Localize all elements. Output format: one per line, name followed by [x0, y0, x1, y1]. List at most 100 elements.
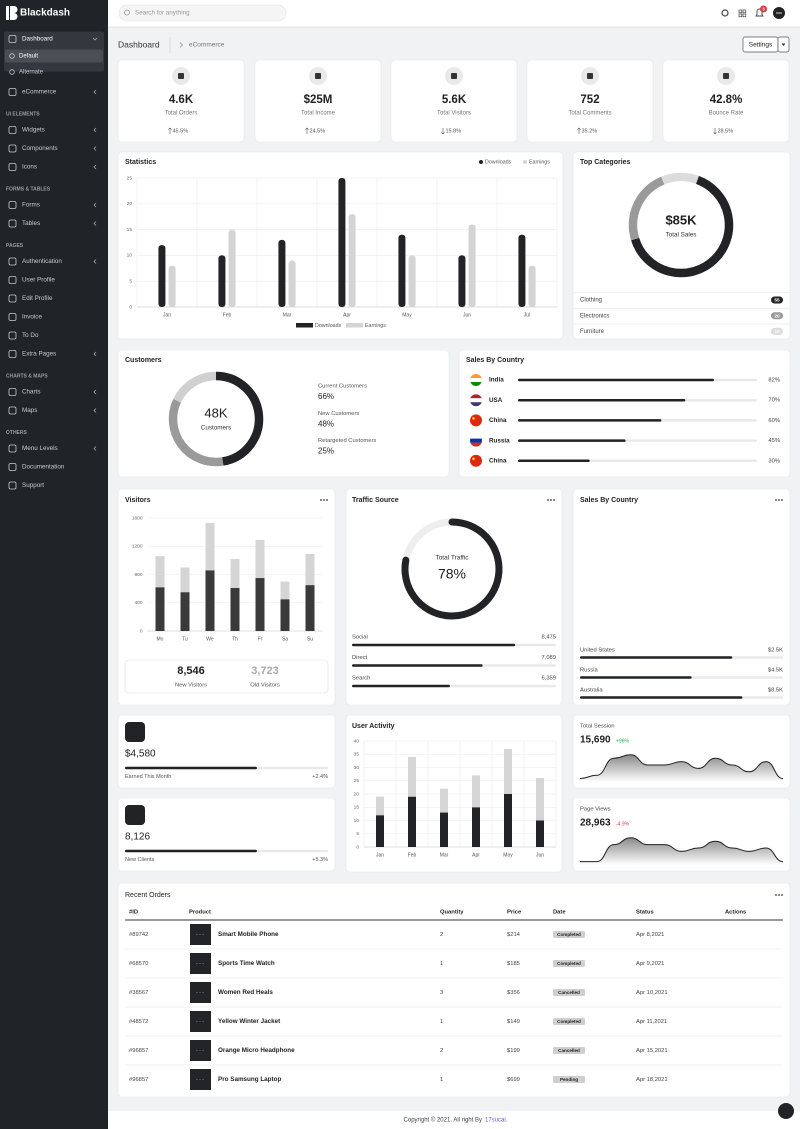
product-name: Pro Samsung Laptop	[218, 1076, 281, 1083]
sidebar-item[interactable]: To Do	[8, 331, 39, 340]
sales-country-card: Sales By Country India 82% USA 70% China 60% Ru…	[458, 349, 791, 478]
bar	[218, 255, 226, 307]
donut-segment	[631, 175, 734, 278]
fab[interactable]	[778, 1103, 794, 1119]
country-name: USA	[489, 397, 503, 404]
sidebar-item[interactable]: Edit Profile	[8, 294, 53, 303]
order-date: Apr 9,2021	[636, 961, 664, 967]
sidebar-item[interactable]: Charts	[8, 388, 97, 396]
sidebar-item[interactable]: Forms	[8, 201, 97, 209]
sidebar-item[interactable]: Maps	[8, 406, 97, 415]
kpi-change: +5.3%	[312, 857, 328, 863]
sidebar-label: Icons	[22, 164, 37, 171]
card-bg	[117, 714, 336, 789]
more-menu[interactable]	[547, 499, 555, 501]
donut-segment	[168, 398, 224, 467]
more-menu[interactable]	[775, 894, 783, 896]
card-bg	[117, 59, 245, 143]
item-icon	[8, 350, 17, 358]
more-menu[interactable]	[320, 499, 328, 501]
page-title: Dashboard	[118, 39, 160, 49]
apps-icon[interactable]	[738, 9, 743, 14]
stat-value: 5.6K	[442, 94, 467, 106]
footer	[108, 1111, 800, 1129]
apps-icon[interactable]	[738, 13, 743, 18]
sidebar-item[interactable]: Documentation	[8, 463, 65, 471]
price: $149	[507, 1019, 520, 1025]
sidebar-item[interactable]: Support	[8, 481, 44, 490]
donut-center-label: Customers	[201, 425, 231, 432]
apps-icon[interactable]	[742, 13, 747, 18]
flag-stripe	[470, 378, 482, 383]
column-header: Quantity	[440, 910, 464, 916]
legend-label: Earnings	[529, 160, 550, 166]
sidebar-subitem[interactable]: Default	[5, 49, 103, 63]
footer-link[interactable]: 17sucai.	[485, 1118, 508, 1124]
settings-button[interactable]: Settings	[742, 36, 790, 53]
button-caret	[781, 43, 786, 46]
donut-segment	[661, 172, 699, 185]
more-menu[interactable]	[775, 499, 783, 501]
sidebar-item[interactable]: Icons	[8, 163, 97, 171]
stat-change: 45.5%	[173, 128, 189, 134]
item-icon	[8, 201, 17, 209]
stat-label: Total Visitors	[437, 111, 471, 117]
bar	[348, 214, 356, 307]
flag	[470, 394, 482, 407]
apps-icon[interactable]	[742, 9, 747, 14]
search[interactable]: Search for anything	[118, 4, 287, 22]
bar	[255, 578, 265, 631]
column-header: Product	[189, 910, 211, 916]
card-title: Traffic Source	[352, 497, 399, 504]
orders-card: Recent Orders #ID Product Quantity Price Date…	[117, 882, 791, 1098]
x-tick-label: Apr	[472, 852, 480, 858]
legend-label: Current Customers	[318, 384, 367, 390]
spark-change: +96%	[616, 738, 629, 744]
stat-icon-glyph	[315, 73, 321, 79]
sidebar-item[interactable]: Components	[8, 144, 97, 153]
source-amount: 8,475	[541, 635, 556, 641]
sidebar-label: Support	[22, 482, 44, 489]
badge-value: 20	[774, 313, 780, 319]
sidebar-item[interactable]: Widgets	[8, 126, 97, 134]
chevron	[93, 221, 97, 226]
menu-dot	[547, 499, 549, 501]
card-title: Customers	[125, 357, 162, 364]
sidebar-item[interactable]: Extra Pages	[8, 350, 97, 358]
y-tick-label: 20	[127, 201, 133, 207]
item-icon	[8, 257, 17, 266]
sidebar-item[interactable]: Tables	[8, 219, 97, 228]
progress-bar	[580, 656, 733, 659]
country-name: United States	[580, 648, 615, 654]
y-tick-label: 40	[354, 738, 360, 744]
bar	[458, 255, 466, 307]
sidebar-subitem[interactable]: Alternate	[9, 69, 44, 76]
bar	[376, 796, 384, 816]
country-name: China	[489, 457, 507, 464]
donut-center-value: 48K	[204, 405, 227, 420]
sidebar-item[interactable]: Authentication	[8, 257, 97, 266]
bar	[472, 807, 480, 847]
summary-value: 8,546	[177, 665, 205, 677]
spark-value: 15,690	[580, 735, 611, 746]
settings-icon[interactable]	[721, 9, 729, 17]
sidebar-item[interactable]: eCommerce	[8, 88, 97, 96]
sidebar-item[interactable]: User Profile	[8, 276, 55, 284]
spark-change: -4.9%	[616, 821, 630, 827]
sidebar-item[interactable]: Menu Levels	[8, 444, 97, 453]
notification-count: 3	[762, 6, 765, 11]
item-icon	[8, 444, 17, 453]
kpi-label: Earned This Month	[125, 774, 171, 780]
bar	[536, 820, 544, 847]
source-name: Direct	[352, 655, 368, 661]
item-icon	[8, 219, 17, 228]
card-title: Page Views	[580, 807, 611, 813]
stat-icon-glyph	[587, 73, 593, 79]
x-tick-label: Feb	[408, 852, 417, 858]
sidebar-section-title: UI ELEMENTS	[6, 111, 40, 117]
product-name: Yellow Winter Jacket	[218, 1018, 281, 1025]
sales-country-card: Sales By Country United States $2.5K Russia…	[572, 488, 791, 706]
sidebar-item[interactable]: Invoice	[8, 313, 42, 321]
spark-area	[580, 754, 783, 782]
badge	[760, 5, 767, 13]
